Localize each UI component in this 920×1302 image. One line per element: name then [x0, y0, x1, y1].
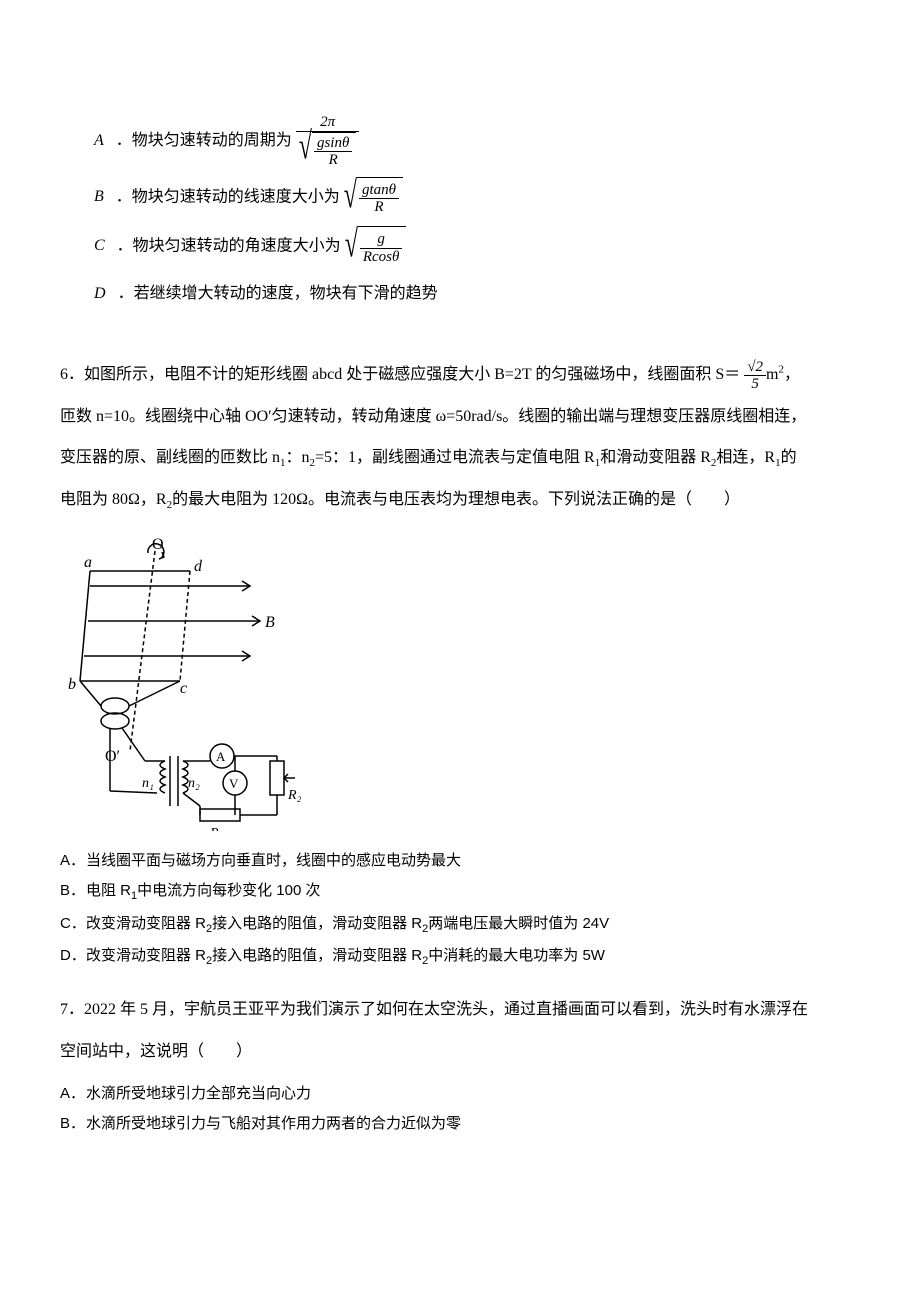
q6-figure: a d b c O O′ B n₁ n₂ A V R₂ R₁ [60, 531, 860, 840]
label-a: a [84, 554, 92, 571]
q6-number: 6． [60, 366, 84, 383]
q6-t3f: 的 [781, 449, 797, 466]
q7-stem: 7．2022 年 5 月，宇航员王亚平为我们演示了如何在太空洗头，通过直播画面可… [60, 989, 860, 1072]
q6-t3d: 和滑动变阻器 R [600, 449, 711, 466]
option-text: 水滴所受地球引力全部充当向心力 [86, 1085, 311, 1102]
q5-option-B: B ．物块匀速转动的线速度大小为 √ gtanθ R [94, 177, 850, 218]
q5-options: A ．物块匀速转动的周期为 2π √ gsinθ R [60, 100, 860, 336]
q6-t4a: 电阻为 80Ω，R [60, 491, 167, 508]
option-text: 水滴所受地球引力与飞船对其作用力两者的合力近似为零 [86, 1115, 461, 1132]
option-label: D [94, 285, 106, 302]
option-label: D． [60, 944, 86, 968]
option-text: 中消耗的最大电功率为 5W [428, 947, 605, 964]
label-O: O [152, 536, 164, 553]
q6-unit: m [766, 366, 778, 383]
q6-option-D: D．改变滑动变阻器 R2接入电路的阻值，滑动变阻器 R2中消耗的最大电功率为 5… [60, 944, 860, 971]
label-B: B [265, 614, 275, 631]
q6-comma: ， [784, 366, 800, 383]
area-fraction: √2 5 [744, 354, 766, 396]
option-text: 中电流方向每秒变化 100 次 [137, 882, 320, 899]
formula-omega: √ g Rcosθ [345, 226, 407, 267]
option-text: 接入电路的阻值，滑动变阻器 R [212, 915, 422, 932]
option-text: ．物块匀速转动的周期为 [116, 132, 292, 149]
q7-text1: 2022 年 5 月，宇航员王亚平为我们演示了如何在太空洗头，通过直播画面可以看… [84, 1001, 808, 1018]
label-c: c [180, 680, 187, 697]
q6-t3a: 变压器的原、副线圈的匝数比 n [60, 449, 280, 466]
option-label: A． [60, 1082, 86, 1106]
option-text: 改变滑动变阻器 R [86, 915, 206, 932]
q6-t3b: ：n [286, 449, 310, 466]
label-V: V [229, 776, 239, 791]
label-A: A [216, 749, 226, 764]
label-n2: n₂ [188, 776, 200, 791]
q6-option-B: B．电阻 R1中电流方向每秒变化 100 次 [60, 879, 860, 906]
option-text: ．物块匀速转动的角速度大小为 [117, 237, 341, 254]
option-text: 当线圈平面与磁场方向垂直时，线圈中的感应电动势最大 [86, 852, 461, 869]
option-label: A． [60, 849, 86, 873]
formula-velocity: √ gtanθ R [344, 177, 403, 218]
option-label: B． [60, 879, 86, 903]
q6-stem: 6．如图所示，电阻不计的矩形线圈 abcd 处于磁感应强度大小 B=2T 的匀强… [60, 354, 860, 521]
q7-option-A: A．水滴所受地球引力全部充当向心力 [60, 1082, 860, 1106]
option-text: 接入电路的阻值，滑动变阻器 R [212, 947, 422, 964]
option-label: A [94, 132, 104, 149]
circuit-diagram-icon: a d b c O O′ B n₁ n₂ A V R₂ R₁ [60, 531, 320, 831]
option-label: B． [60, 1112, 86, 1136]
q6-options: A．当线圈平面与磁场方向垂直时，线圈中的感应电动势最大 B．电阻 R1中电流方向… [60, 849, 860, 971]
q5-option-A: A ．物块匀速转动的周期为 2π √ gsinθ R [94, 114, 850, 169]
option-label: C． [60, 912, 86, 936]
option-label: B [94, 188, 104, 205]
q5-option-C: C ．物块匀速转动的角速度大小为 √ g Rcosθ [94, 226, 850, 267]
formula-period: 2π √ gsinθ R [296, 114, 360, 169]
label-n1: n₁ [142, 776, 154, 791]
label-b: b [68, 676, 76, 693]
q7-option-B: B．水滴所受地球引力与飞船对其作用力两者的合力近似为零 [60, 1112, 860, 1136]
q6-text: 如图所示，电阻不计的矩形线圈 abcd 处于磁感应强度大小 B=2T 的匀强磁场… [84, 366, 740, 383]
q6-option-C: C．改变滑动变阻器 R2接入电路的阻值，滑动变阻器 R2两端电压最大瞬时值为 2… [60, 912, 860, 939]
q6-option-A: A．当线圈平面与磁场方向垂直时，线圈中的感应电动势最大 [60, 849, 860, 873]
option-text: 电阻 R [86, 882, 131, 899]
option-text: ．若继续增大转动的速度，物块有下滑的趋势 [118, 285, 438, 302]
label-R2: R₂ [287, 788, 302, 803]
q6-text2: 匝数 n=10。线圈绕中心轴 OO′匀速转动，转动角速度 ω=50rad/s。线… [60, 408, 806, 425]
q5-option-D: D ．若继续增大转动的速度，物块有下滑的趋势 [94, 275, 850, 313]
option-text: 两端电压最大瞬时值为 24V [428, 915, 609, 932]
q7-text2: 空间站中，这说明（ ） [60, 1043, 252, 1060]
label-Oprime: O′ [105, 748, 120, 765]
page-root: A ．物块匀速转动的周期为 2π √ gsinθ R [0, 0, 920, 1202]
q7-number: 7． [60, 1001, 84, 1018]
option-text: 改变滑动变阻器 R [86, 947, 206, 964]
q6-t3e: 相连，R [716, 449, 775, 466]
q7-options: A．水滴所受地球引力全部充当向心力 B．水滴所受地球引力与飞船对其作用力两者的合… [60, 1082, 860, 1136]
q6-t4b: 的最大电阻为 120Ω。电流表与电压表均为理想电表。下列说法正确的是（ ） [172, 491, 740, 508]
label-d: d [194, 558, 203, 575]
option-label: C [94, 237, 105, 254]
q6-t3c: =5：1，副线圈通过电流表与定值电阻 R [315, 449, 595, 466]
label-R1: R₁ [209, 826, 223, 831]
option-text: ．物块匀速转动的线速度大小为 [116, 188, 340, 205]
